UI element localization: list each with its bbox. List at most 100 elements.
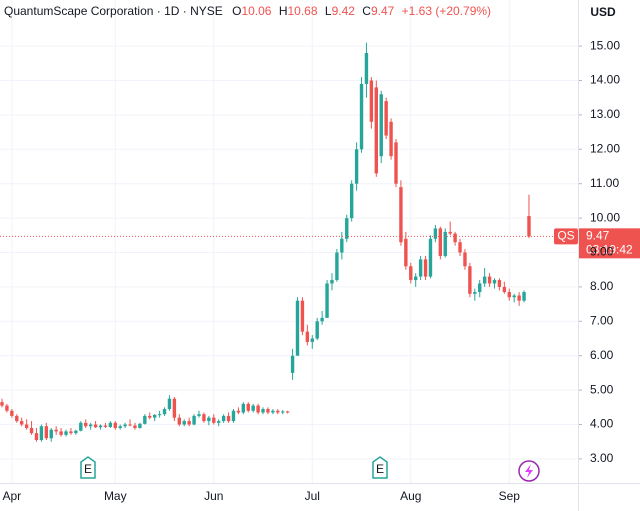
candle-body — [492, 280, 497, 284]
candle-body — [354, 149, 359, 184]
candles — [0, 42, 531, 442]
candle-body — [162, 409, 167, 415]
candle-body — [458, 242, 462, 253]
candle-body — [256, 405, 260, 413]
plot — [0, 0, 582, 483]
candle-body — [59, 431, 63, 435]
event-badge — [372, 456, 388, 479]
ohlc-value: 10.68 — [288, 4, 318, 18]
candle-body — [187, 421, 191, 425]
candle-body — [34, 433, 39, 440]
candle-body — [207, 417, 211, 422]
candle-body — [217, 421, 221, 423]
candle-body — [285, 411, 290, 413]
price-label: 9.47 — [586, 229, 610, 243]
candle-body — [276, 410, 280, 413]
candle-body — [399, 187, 403, 243]
candle-body — [310, 338, 314, 342]
y-tick-label: 15.00 — [590, 38, 620, 52]
candle-body — [527, 216, 531, 237]
candle-body — [236, 410, 241, 413]
candle-body — [143, 415, 147, 424]
candle-body — [409, 266, 413, 281]
symbol-box — [554, 228, 578, 245]
candle-body — [404, 238, 408, 267]
candle-body — [152, 414, 157, 418]
candle-body — [379, 94, 383, 157]
candle-body — [118, 426, 122, 428]
candle-body — [468, 266, 472, 294]
candle-body — [290, 355, 295, 373]
candle-body — [69, 431, 73, 434]
event-label: E — [84, 462, 92, 476]
candle-body — [453, 233, 457, 243]
candle-body — [246, 403, 250, 411]
candle-body — [320, 317, 324, 322]
ohlc-key: C — [362, 4, 371, 18]
symbol-title: QuantumScape Corporation · 1D · NYSE — [4, 4, 223, 18]
candle-body — [473, 292, 477, 294]
candle-body — [266, 409, 270, 413]
candle-body — [231, 410, 236, 422]
candle-body — [423, 259, 428, 277]
y-tick-label: 3.00 — [590, 451, 614, 465]
candle-body — [29, 427, 34, 434]
candle-body — [295, 300, 300, 356]
event-label: E — [376, 462, 384, 476]
candle-body — [167, 398, 172, 410]
candle-body — [10, 410, 14, 416]
y-tick-label: 11.00 — [590, 176, 619, 190]
candle-body — [212, 417, 216, 423]
candle-body — [20, 421, 24, 425]
ohlc-value: 10.06 — [241, 4, 271, 18]
candle-body — [487, 276, 492, 284]
candle-body — [24, 424, 29, 428]
event-marker[interactable]: E — [80, 456, 96, 479]
candle-body — [359, 83, 364, 150]
event-marker[interactable]: E — [372, 456, 388, 479]
ohlc-value: 9.42 — [332, 4, 356, 18]
ohlc-key: L — [325, 4, 332, 18]
x-tick-label: Apr — [3, 489, 22, 503]
x-tick-label: Jun — [204, 489, 223, 503]
countdown-label: 03:19:42 — [586, 243, 633, 257]
candle-body — [148, 415, 152, 418]
price-box — [579, 228, 640, 259]
candle-body — [202, 414, 206, 422]
candle-body — [79, 422, 83, 431]
candle-body — [448, 231, 452, 234]
candle-body — [98, 425, 103, 428]
candle-body — [428, 238, 433, 277]
candle-body — [330, 280, 334, 284]
candle-body — [177, 417, 181, 425]
ohlc-key: O — [232, 4, 241, 18]
candle-body — [384, 101, 388, 136]
candle-body — [414, 276, 418, 281]
header: QuantumScape Corporation · 1D · NYSE O10… — [4, 4, 491, 18]
candle-body — [522, 292, 526, 301]
candle-body — [84, 422, 88, 427]
candle-body — [349, 183, 354, 219]
candle-body — [64, 431, 68, 435]
candle-body — [305, 331, 310, 342]
lightning-icon[interactable] — [518, 460, 540, 482]
y-tick-label: 7.00 — [590, 313, 614, 327]
candle-body — [478, 283, 482, 293]
candle-body — [374, 87, 378, 174]
candle-body — [463, 252, 467, 267]
candle-body — [192, 415, 196, 425]
candle-body — [108, 422, 113, 427]
candle-body — [0, 402, 4, 406]
candle-body — [438, 228, 443, 256]
candle-body — [74, 430, 78, 434]
candle-body — [49, 429, 53, 439]
candle-body — [221, 415, 226, 422]
candle-body — [128, 424, 132, 426]
candle-body — [5, 405, 9, 411]
candle-body — [251, 405, 255, 411]
currency: USD — [590, 5, 616, 19]
candle-body — [133, 425, 137, 428]
icon-bolt — [525, 464, 533, 478]
